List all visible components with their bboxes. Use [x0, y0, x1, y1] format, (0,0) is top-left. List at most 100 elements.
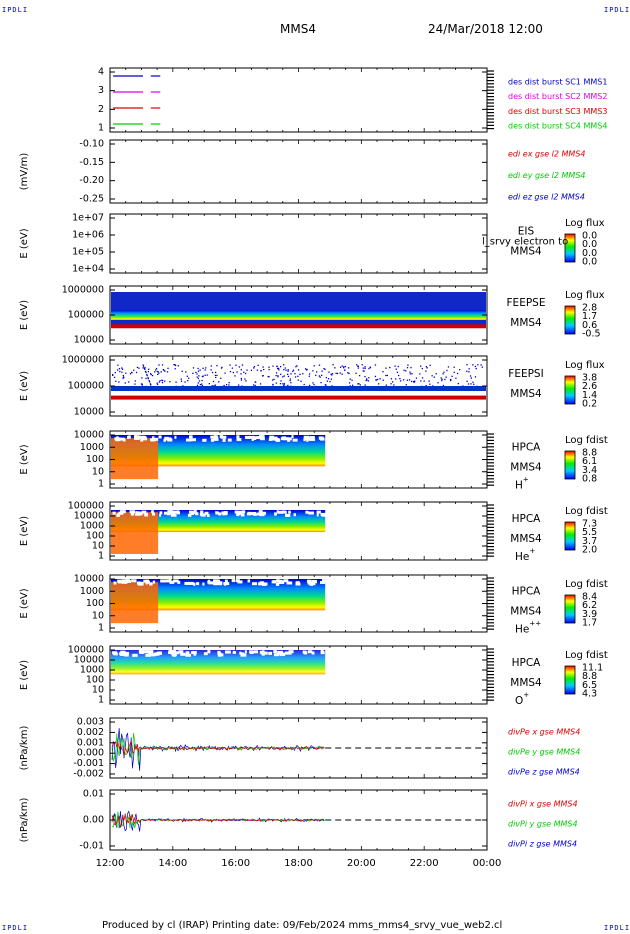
- panel-hpca_o-gap: [280, 653, 286, 657]
- panel-hpca_h-gap: [270, 437, 275, 441]
- panel-feepsi-speck: [158, 381, 160, 383]
- panel-hpca_o-gap: [144, 650, 148, 654]
- panel-hpca_o-cb-tick: 11.1: [582, 663, 603, 674]
- panel-feepsi-speck: [425, 370, 427, 372]
- panel-hpca_he-gap: [191, 511, 195, 515]
- panel-hpca_h-gap: [192, 438, 197, 442]
- panel-hpca_he-cb-tick: 2.0: [582, 545, 597, 556]
- panel-feepsi-speck: [140, 383, 143, 385]
- panel-hpca_o-gap: [172, 650, 177, 654]
- panel-feepsi-speck: [223, 384, 225, 387]
- panel-feepsi-speck: [359, 384, 361, 386]
- panel-divpi-legend-1: divPi y gse MMS4: [508, 820, 578, 829]
- panel-feepsi-speck: [122, 374, 125, 377]
- panel-hpca_he-gap: [316, 510, 321, 514]
- panel-eis-cb-tick: 0.0: [582, 231, 597, 242]
- panel-feepsi-speck: [318, 364, 321, 366]
- panel-feepsi-speck: [272, 384, 274, 386]
- panel-feepsi-speck: [246, 369, 248, 371]
- panel-hpca_h-gap: [115, 438, 121, 442]
- panel-hpca_h-gap: [236, 438, 242, 442]
- panel-feepsi-speck: [186, 375, 188, 377]
- panel-feepsi-speck: [201, 383, 203, 385]
- panel-feepsi-speck: [159, 380, 161, 382]
- panel-feepsi-speck: [276, 365, 278, 368]
- panel-feepsi-speck: [277, 367, 280, 370]
- panel-feepsi-speck: [312, 370, 314, 372]
- panel-feepsi-colorbar: [564, 375, 576, 405]
- panel-feepsi-speck: [158, 372, 160, 374]
- panel-burst-legend-2: des dist burst SC3 MMS3: [508, 107, 607, 116]
- panel-hpca_he-cb-tick: 5.5: [582, 527, 597, 538]
- panel-feepsi-speck: [330, 378, 333, 380]
- panel-feepsi-speck: [275, 374, 277, 377]
- panel-feepsi-speck: [173, 364, 175, 366]
- panel-hpca_h-gap: [303, 435, 310, 439]
- panel-feepsi-speck: [343, 366, 345, 368]
- panel-feepsi-speck: [352, 384, 354, 386]
- panel-hpca_hepp-gap: [310, 582, 316, 586]
- panel-eis-cb-tick: 0.0: [582, 248, 597, 259]
- panel-feepsi-speck: [273, 378, 275, 381]
- panel-hpca_o-gap: [168, 651, 175, 655]
- panel-feepsi-speck: [357, 365, 360, 367]
- panel-hpca_hepp-gap: [196, 582, 200, 586]
- panel-burst-legend-3: des dist burst SC4 MMS4: [508, 122, 607, 131]
- panel-hpca_o-gap: [311, 651, 315, 655]
- panel-feepsi-speck: [312, 382, 314, 384]
- panel-feepsi-speck: [466, 364, 468, 366]
- panel-feepsi-speck: [321, 370, 323, 372]
- panel-feepsi-speck: [437, 382, 439, 384]
- panel-feepsi-speck: [470, 383, 472, 385]
- panel-hpca_h-gap: [152, 437, 159, 441]
- panel-feepsi-speck: [141, 377, 143, 379]
- panel-feepsi-speck: [187, 377, 190, 379]
- panel-feepsi-speck: [472, 381, 474, 383]
- panel-burst-frame: [109, 67, 488, 133]
- panel-hpca_he-cb-tick: 7.3: [582, 519, 597, 530]
- panel-hpca_h-gap: [167, 438, 173, 442]
- panel-hpca_hepp-ytick-label: 10000: [74, 574, 104, 585]
- panel-hpca_he-gap: [193, 510, 197, 514]
- panel-feepsi-speck: [348, 382, 351, 384]
- corner-mark-bottom-right: IPDLI: [604, 924, 630, 932]
- panel-feepsi-speck: [192, 372, 194, 374]
- panel-feepsi-speck: [150, 373, 152, 376]
- panel-hpca_he-gap: [136, 512, 143, 516]
- panel-feepsi-speck: [445, 376, 447, 378]
- panel-feepsi-speck: [112, 374, 114, 377]
- panel-eis-frame: [109, 213, 488, 274]
- panel-hpca_hepp-cb-tick: 1.7: [582, 618, 597, 629]
- panel-hpca_hepp-gap: [213, 579, 219, 583]
- panel-feepsi-speck: [475, 367, 477, 370]
- panel-hpca_h-gap: [236, 435, 240, 439]
- panel-edi-ytick-label: -0.10: [79, 139, 104, 150]
- panel-hpca_hepp-gap: [273, 580, 277, 584]
- panel-feepsi-speck: [164, 380, 166, 382]
- panel-feepsi-speck: [442, 373, 444, 375]
- panel-hpca_o-gap: [218, 653, 222, 657]
- panel-hpca_o-gap: [178, 650, 184, 654]
- panel-hpca_hepp-gap: [247, 579, 251, 583]
- panel-feepsi-speck: [225, 383, 228, 386]
- panel-hpca_hepp-spacecraft: MMS4: [510, 606, 542, 618]
- panel-hpca_he-gap: [152, 512, 156, 516]
- panel-eis-border: [109, 213, 488, 274]
- panel-hpca_h-gap: [309, 437, 316, 441]
- panel-feepsi-speck: [308, 375, 310, 377]
- panel-feepsi-speck: [229, 370, 232, 373]
- panel-hpca_he-gap: [223, 511, 228, 515]
- panel-feepsi-speck: [164, 370, 166, 372]
- panel-feepsi-speck: [456, 372, 459, 375]
- panel-feepse-cb-tick: 0.6: [582, 320, 597, 331]
- panel-hpca_hepp-ytick-label: 1000: [80, 586, 104, 597]
- panel-feepsi-speck: [161, 379, 163, 381]
- panel-feepsi-speck: [150, 384, 152, 386]
- panel-feepsi-speck: [144, 367, 146, 369]
- panel-feepsi-speck: [413, 381, 415, 383]
- panel-feepsi-speck: [410, 380, 413, 383]
- panel-hpca_o-gap: [124, 653, 129, 657]
- panel-hpca_h-gap: [260, 437, 265, 441]
- panel-hpca_h-early-burst: [111, 438, 159, 480]
